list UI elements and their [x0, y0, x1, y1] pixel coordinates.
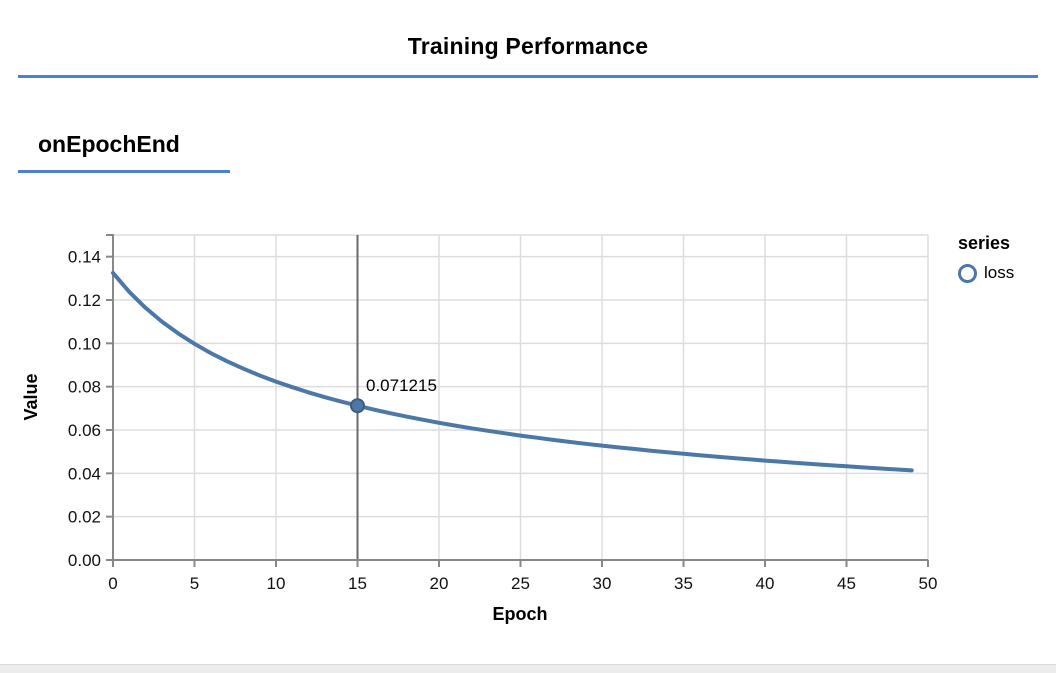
x-tick-label: 0 [108, 574, 117, 593]
chart-legend: series loss [958, 233, 1014, 283]
x-tick-label: 45 [837, 574, 856, 593]
y-tick-label: 0.02 [68, 508, 101, 527]
y-tick-label: 0.10 [68, 334, 101, 353]
highlight-point[interactable] [350, 398, 365, 414]
x-tick-label: 20 [430, 574, 449, 593]
legend-item-label: loss [984, 263, 1015, 282]
x-tick-label: 35 [674, 574, 693, 593]
section-underline [18, 170, 230, 173]
loss-series-circle-icon [958, 263, 977, 283]
y-axis-title: Value [21, 373, 41, 421]
y-tick-label: 0.08 [68, 378, 101, 397]
point-value-label: 0.071215 [366, 376, 437, 395]
loss-line[interactable] [111, 270, 914, 473]
x-tick-label: 10 [267, 574, 286, 593]
legend-title: series [958, 233, 1011, 253]
x-tick-label: 15 [348, 574, 367, 593]
section-heading-onepochend: onEpochEnd [38, 131, 180, 157]
x-tick-label: 40 [756, 574, 775, 593]
y-tick-label: 0.12 [68, 291, 101, 310]
y-tick-label: 0.06 [68, 421, 101, 440]
x-tick-label: 30 [593, 574, 612, 593]
x-tick-label: 5 [190, 574, 199, 593]
y-tick-label: 0.14 [68, 248, 101, 267]
title-divider [18, 75, 1038, 78]
x-axis-title: Epoch [492, 604, 548, 624]
page-title: Training Performance [407, 33, 649, 59]
y-tick-label: 0.04 [68, 464, 101, 483]
y-tick-label: 0.00 [68, 551, 101, 570]
legend-item-loss: loss [958, 263, 1014, 283]
x-tick-label: 25 [511, 574, 530, 593]
panel-bottom-edge [0, 664, 1056, 673]
x-tick-label: 50 [919, 574, 938, 593]
